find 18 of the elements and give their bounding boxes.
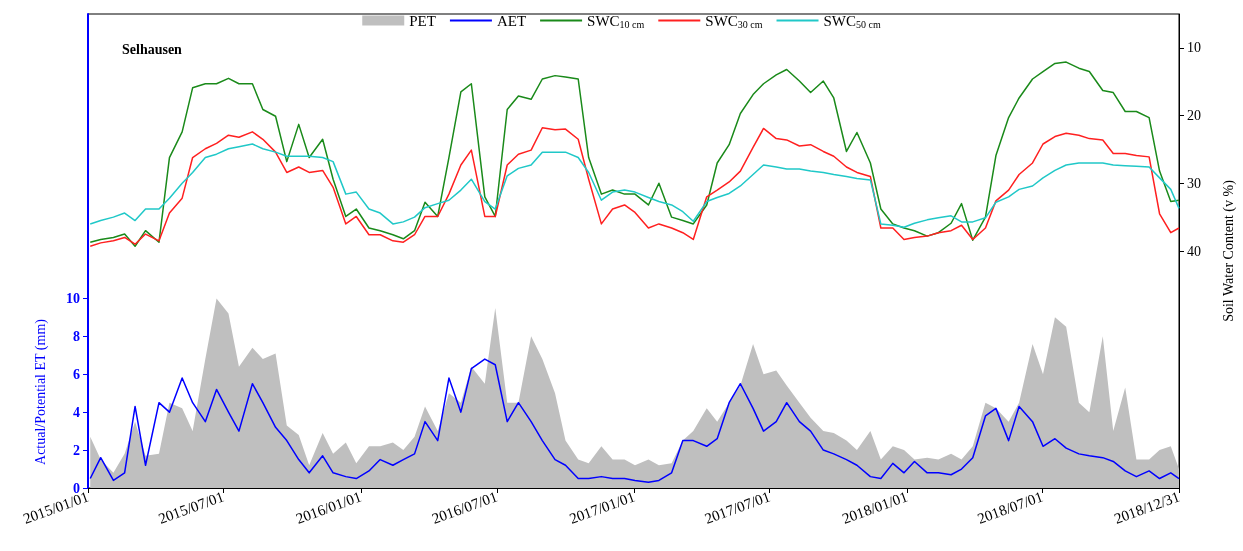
y2-tick-label: 20 bbox=[1187, 108, 1201, 124]
annotation: Selhausen bbox=[122, 41, 183, 57]
y2-axis-title: Soil Water Content (v %) bbox=[1220, 179, 1237, 322]
y-tick-label: 6 bbox=[73, 366, 80, 382]
y-tick-label: 0 bbox=[73, 480, 80, 496]
y2-tick-label: 40 bbox=[1187, 243, 1201, 259]
line-series bbox=[89, 127, 1180, 248]
legend-label: AET bbox=[496, 12, 527, 29]
line-series bbox=[89, 61, 1180, 248]
legend-label: PET bbox=[409, 12, 436, 29]
y2-tick-label: 10 bbox=[1187, 40, 1201, 56]
y-axis-title: Actual/Potential ET (mm) bbox=[32, 318, 49, 465]
line-series bbox=[89, 143, 1180, 229]
y-tick-label: 8 bbox=[73, 328, 80, 344]
y-tick-label: 4 bbox=[73, 404, 80, 420]
y-tick-label: 10 bbox=[66, 290, 80, 306]
y-tick-label: 2 bbox=[73, 442, 80, 458]
y2-tick-label: 30 bbox=[1187, 175, 1201, 191]
